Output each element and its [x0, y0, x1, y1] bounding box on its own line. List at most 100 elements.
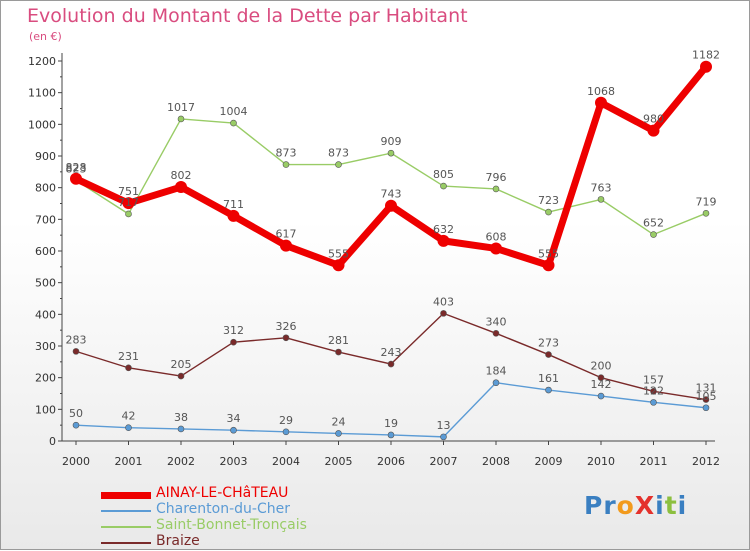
data-point [490, 242, 502, 255]
y-tick-label: 1000 [28, 118, 56, 131]
y-tick-label: 800 [35, 182, 56, 195]
data-point [177, 372, 185, 380]
data-label: 805 [433, 168, 454, 181]
data-point [177, 425, 185, 433]
data-label: 161 [538, 372, 559, 385]
data-label: 1068 [587, 85, 615, 98]
data-label: 29 [279, 414, 293, 427]
legend-item: AINAY-LE-CHâTEAU [101, 485, 361, 503]
data-point [492, 185, 500, 193]
data-label: 19 [384, 417, 398, 430]
data-point [230, 338, 237, 346]
data-point [545, 386, 552, 394]
data-point [545, 208, 552, 216]
x-tick-label: 2001 [115, 455, 143, 468]
proxiti-logo: ProXiti [584, 491, 687, 520]
data-point [702, 396, 710, 403]
data-label: 34 [227, 412, 241, 425]
x-tick-label: 2007 [430, 455, 458, 468]
legend-swatch [101, 542, 151, 544]
y-tick-label: 100 [35, 403, 56, 416]
logo-letter: r [603, 491, 617, 520]
data-point [440, 433, 447, 441]
data-label: 326 [276, 320, 297, 333]
data-point [492, 379, 500, 387]
data-point [387, 360, 395, 368]
x-tick-label: 2009 [535, 455, 563, 468]
x-tick-label: 2004 [272, 455, 300, 468]
data-point [335, 161, 342, 168]
x-tick-label: 2011 [640, 455, 668, 468]
data-label: 828 [66, 161, 87, 174]
logo-letter: i [655, 491, 665, 520]
data-label: 873 [328, 147, 349, 160]
data-point [545, 351, 552, 358]
data-point [280, 239, 292, 252]
data-label: 131 [696, 382, 717, 395]
y-tick-label: 300 [35, 340, 56, 353]
data-point [597, 392, 605, 400]
data-label: 24 [332, 415, 346, 428]
y-tick-label: 1100 [28, 87, 56, 100]
x-tick-label: 2008 [482, 455, 510, 468]
data-point [492, 330, 500, 337]
data-label: 281 [328, 334, 349, 347]
logo-letter: t [664, 491, 678, 520]
data-point [72, 421, 80, 429]
data-label: 802 [171, 169, 192, 182]
data-point [282, 161, 290, 168]
data-point [72, 348, 80, 355]
data-point [387, 431, 395, 439]
logo-letter: o [616, 491, 635, 520]
data-point [332, 259, 345, 272]
data-point [230, 119, 237, 127]
data-label: 909 [381, 135, 402, 148]
data-point [440, 310, 447, 317]
data-point [282, 334, 290, 342]
legend-item: Saint-Bonnet-Tronçais [101, 517, 361, 535]
data-point [597, 196, 605, 203]
data-point [702, 210, 710, 217]
data-point [385, 199, 397, 212]
data-label: 873 [276, 147, 297, 160]
data-point [650, 231, 657, 238]
data-point [70, 172, 82, 185]
y-tick-label: 600 [35, 245, 56, 258]
data-point [125, 364, 132, 372]
data-point [335, 430, 342, 437]
x-tick-label: 2010 [587, 455, 615, 468]
data-label: 273 [538, 337, 559, 350]
data-label: 711 [223, 198, 244, 211]
data-label: 980 [643, 113, 664, 126]
data-label: 652 [643, 217, 664, 230]
data-point [647, 124, 660, 137]
legend-swatch [101, 491, 151, 499]
data-label: 555 [328, 247, 349, 260]
data-label: 632 [433, 223, 454, 236]
logo-letter: P [584, 491, 604, 520]
legend-label: Saint-Bonnet-Tronçais [156, 517, 307, 533]
y-tick-label: 400 [35, 308, 56, 321]
y-tick-label: 900 [35, 150, 56, 163]
data-label: 42 [122, 410, 136, 423]
data-point [230, 426, 237, 434]
x-tick-label: 2012 [692, 455, 720, 468]
data-label: 200 [591, 360, 612, 373]
x-tick-label: 2000 [62, 455, 90, 468]
data-label: 243 [381, 346, 402, 359]
data-label: 1182 [692, 49, 720, 62]
data-label: 796 [486, 171, 507, 184]
data-label: 608 [486, 230, 507, 243]
data-label: 50 [69, 407, 83, 420]
y-tick-label: 500 [35, 277, 56, 290]
data-label: 823 [66, 162, 87, 175]
legend-item: Charenton-du-Cher [101, 501, 361, 519]
x-tick-label: 2002 [167, 455, 195, 468]
data-point [175, 181, 187, 194]
legend-swatch [101, 510, 151, 512]
data-label: 122 [643, 384, 664, 397]
chart-subtitle: (en €) [29, 30, 62, 43]
data-point [177, 115, 185, 123]
data-point [125, 424, 132, 432]
data-label: 157 [643, 373, 664, 386]
